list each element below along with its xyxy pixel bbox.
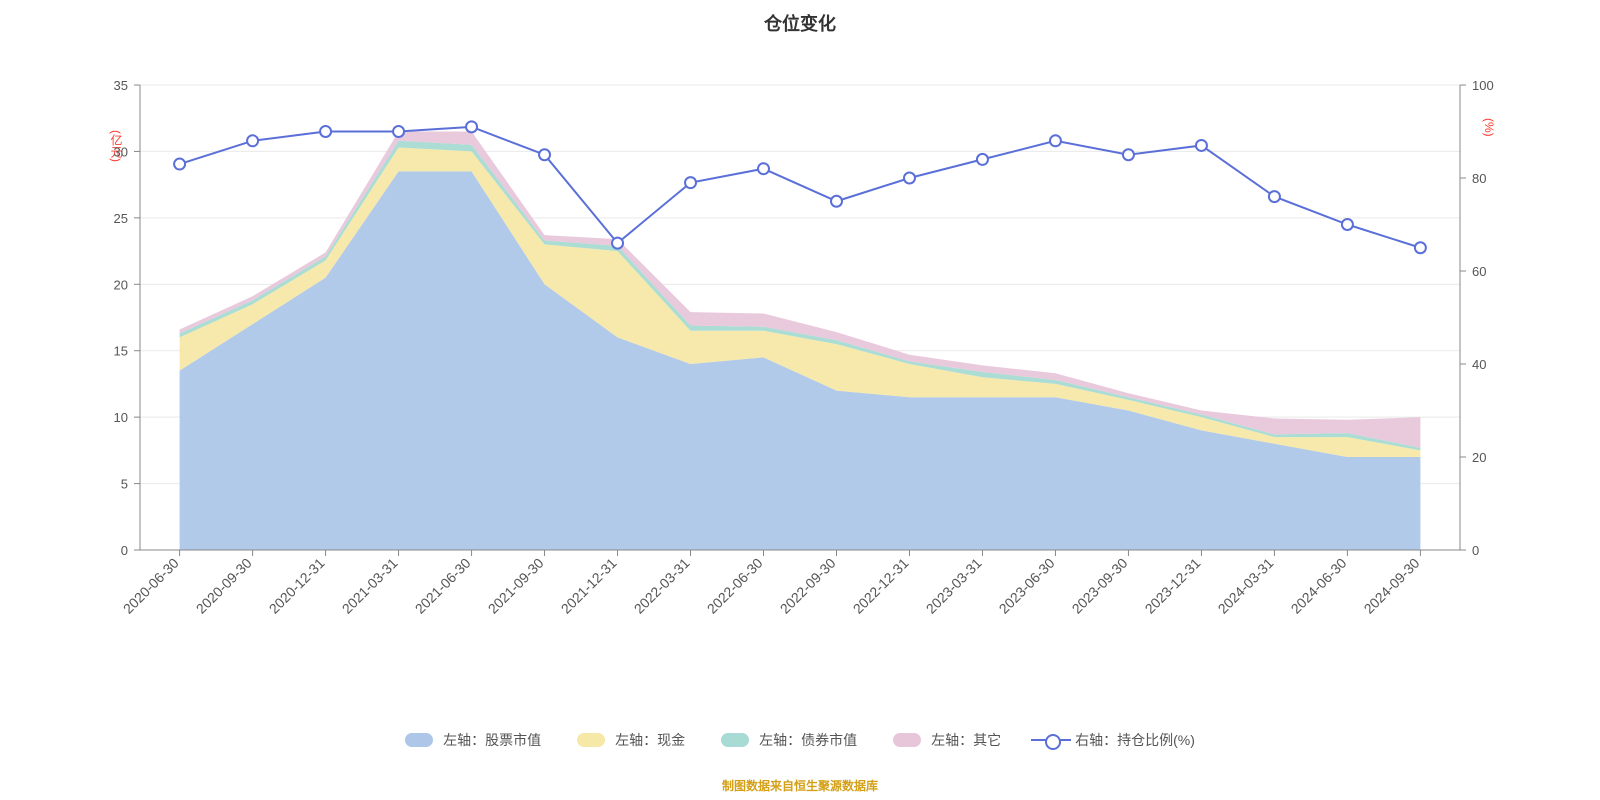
x-tick-label: 2023-12-31	[1142, 555, 1204, 617]
ratio-marker	[466, 121, 477, 132]
x-tick-label: 2024-06-30	[1288, 555, 1350, 617]
ratio-marker	[539, 149, 550, 160]
yright-tick: 60	[1472, 264, 1486, 279]
yleft-tick: 15	[114, 344, 128, 359]
legend-item: 右轴：持仓比例(%)	[1037, 730, 1195, 750]
ratio-marker	[174, 159, 185, 170]
ratio-marker	[1342, 219, 1353, 230]
legend: 左轴：股票市值 左轴：现金 左轴：债券市值 左轴：其它 右轴：持仓比例(%)	[0, 730, 1600, 750]
ratio-marker	[1196, 140, 1207, 151]
x-tick-label: 2023-09-30	[1069, 555, 1131, 617]
x-tick-label: 2021-09-30	[485, 555, 547, 617]
ratio-marker	[904, 173, 915, 184]
legend-item: 左轴：其它	[893, 730, 1001, 750]
yleft-tick: 25	[114, 211, 128, 226]
legend-label: 左轴：债券市值	[759, 730, 857, 750]
x-tick-label: 2022-03-31	[631, 555, 693, 617]
ratio-marker	[1269, 191, 1280, 202]
legend-item: 左轴：债券市值	[721, 730, 857, 750]
yleft-tick: 5	[121, 477, 128, 492]
legend-swatch	[405, 733, 433, 747]
x-tick-label: 2020-06-30	[120, 555, 182, 617]
x-tick-label: 2021-12-31	[558, 555, 620, 617]
x-tick-label: 2021-03-31	[339, 555, 401, 617]
x-tick-label: 2020-12-31	[266, 555, 328, 617]
yright-tick: 100	[1472, 78, 1494, 93]
ratio-marker	[1415, 242, 1426, 253]
yleft-tick: 30	[114, 144, 128, 159]
yright-tick: 0	[1472, 543, 1479, 558]
legend-item: 左轴：股票市值	[405, 730, 541, 750]
x-tick-label: 2022-06-30	[704, 555, 766, 617]
legend-label: 右轴：持仓比例(%)	[1075, 730, 1195, 750]
ratio-marker	[977, 154, 988, 165]
x-tick-label: 2024-03-31	[1215, 555, 1277, 617]
ratio-marker	[247, 135, 258, 146]
x-tick-label: 2020-09-30	[193, 555, 255, 617]
ratio-marker	[1050, 135, 1061, 146]
position-change-chart: 051015202530350204060801002020-06-302020…	[0, 0, 1600, 800]
x-tick-label: 2023-03-31	[923, 555, 985, 617]
ratio-marker	[758, 163, 769, 174]
legend-label: 左轴：其它	[931, 730, 1001, 750]
ratio-marker	[685, 177, 696, 188]
ratio-marker	[831, 196, 842, 207]
yright-tick: 40	[1472, 357, 1486, 372]
x-tick-label: 2022-09-30	[777, 555, 839, 617]
yleft-tick: 10	[114, 410, 128, 425]
yright-tick: 80	[1472, 171, 1486, 186]
yright-tick: 20	[1472, 450, 1486, 465]
x-tick-label: 2024-09-30	[1361, 555, 1423, 617]
ratio-marker	[612, 238, 623, 249]
legend-label: 左轴：现金	[615, 730, 685, 750]
legend-swatch	[893, 733, 921, 747]
legend-label: 左轴：股票市值	[443, 730, 541, 750]
x-tick-label: 2022-12-31	[850, 555, 912, 617]
x-tick-label: 2021-06-30	[412, 555, 474, 617]
data-source-footer: 制图数据来自恒生聚源数据库	[0, 777, 1600, 794]
x-tick-label: 2023-06-30	[996, 555, 1058, 617]
yleft-tick: 20	[114, 277, 128, 292]
yleft-tick: 0	[121, 543, 128, 558]
legend-swatch	[1037, 733, 1065, 747]
legend-item: 左轴：现金	[577, 730, 685, 750]
ratio-marker	[1123, 149, 1134, 160]
ratio-marker	[393, 126, 404, 137]
yleft-tick: 35	[114, 78, 128, 93]
ratio-marker	[320, 126, 331, 137]
legend-swatch	[721, 733, 749, 747]
legend-swatch	[577, 733, 605, 747]
